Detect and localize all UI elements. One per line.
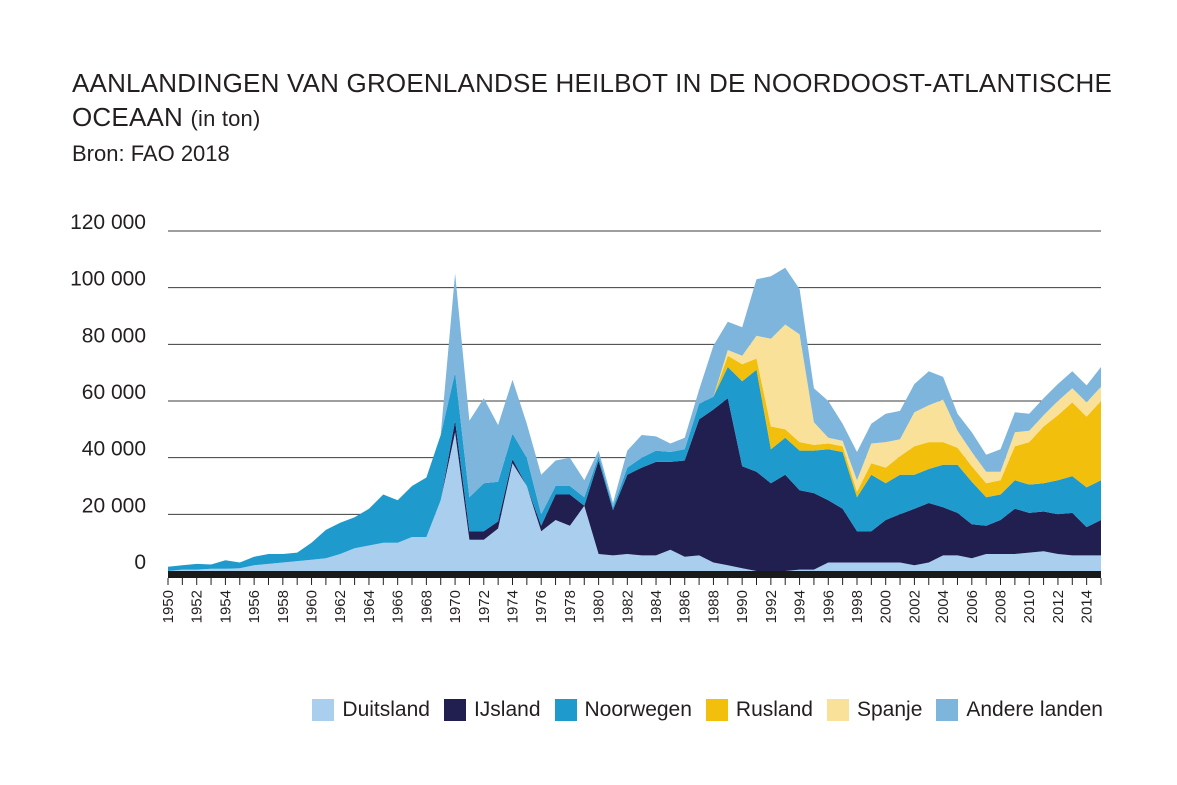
area-noorwegen [168,367,1101,571]
legend-item-andere-landen: Andere landen [936,698,1103,722]
x-tick-label: 1952 [189,590,206,623]
x-tick-label: 2012 [1050,590,1067,623]
x-tick-label: 1954 [217,590,234,623]
x-tick-label: 1964 [361,590,378,623]
x-tick-label: 1998 [849,590,866,623]
legend-label: Spanje [856,698,923,721]
legend-item-rusland: Rusland [705,698,813,722]
legend-item-duitsland: Duitsland [312,698,430,722]
y-tick-label: 80 000 [82,324,146,347]
x-tick-label: 1982 [619,590,636,623]
area-layers [168,267,1101,571]
y-tick-label: 0 [134,551,146,574]
chart-title-unit: (in ton) [190,106,261,131]
x-tick-label: 1970 [447,590,464,623]
x-tick-label: 1972 [476,590,493,623]
x-tick-label: 1950 [160,590,177,623]
x-tick-label: 1968 [418,590,435,623]
x-tick-label: 2008 [993,590,1010,623]
x-tick-label: 1958 [275,590,292,623]
x-tick-label: 2014 [1079,590,1096,623]
x-tick-label: 1980 [591,590,608,623]
x-tick-label: 1960 [304,590,321,623]
area-ijsland [168,398,1101,571]
x-tick-label: 1986 [677,590,694,623]
x-tick-label: 2000 [878,590,895,623]
x-tick-label: 1984 [648,590,665,623]
x-tick-label: 2004 [935,590,952,623]
legend-swatch [826,699,849,721]
x-tick-label: 1974 [504,590,521,623]
y-tick-label: 60 000 [82,381,146,404]
chart-title-main: AANLANDINGEN VAN GROENLANDSE HEILBOT IN … [72,68,1112,132]
chart-title: AANLANDINGEN VAN GROENLANDSE HEILBOT IN … [72,66,1152,136]
x-tick-label: 1978 [562,590,579,623]
legend-swatch [443,699,466,721]
y-axis-ticks: 0 20 000 40 000 60 000 80 000 100 000 120 000 [70,211,146,574]
legend-label: IJsland [473,698,541,721]
x-tick-label: 1990 [734,590,751,623]
legend-item-spanje: Spanje [826,698,923,722]
x-tick-label: 1988 [705,590,722,623]
x-tick-label: 1976 [533,590,550,623]
legend-item-ijsland: IJsland [443,698,541,722]
legend-swatch [554,699,577,721]
area-duitsland [168,432,1101,571]
legend-item-noorwegen: Noorwegen [554,698,692,722]
x-tick-label: 2006 [964,590,981,623]
legend-swatch [936,699,959,721]
legend-label: Andere landen [966,698,1103,721]
legend: Duitsland IJsland Noorwegen Rusland Span… [298,698,1103,722]
legend-swatch [705,699,728,721]
x-axis-baseline [168,571,1101,578]
x-axis-ticks: 1950 1952 1954 1956 1958 1960 1962 1964 1966 1968… [160,578,1102,623]
x-tick-label: 1992 [763,590,780,623]
y-tick-label: 100 000 [70,268,146,291]
x-tick-label: 1994 [792,590,809,623]
x-tick-label: 1956 [246,590,263,623]
x-tick-label: 1996 [820,590,837,623]
x-tick-label: 1962 [332,590,349,623]
x-tick-label: 2002 [906,590,923,623]
x-tick-label: 2010 [1021,590,1038,623]
area-rusland [168,355,1101,567]
y-tick-label: 20 000 [82,494,146,517]
legend-label: Noorwegen [584,698,692,721]
legend-swatch [312,699,335,721]
legend-label: Rusland [735,698,813,721]
y-tick-label: 120 000 [70,211,146,234]
area-spanje [168,324,1101,567]
y-tick-label: 40 000 [82,438,146,461]
legend-label: Duitsland [342,698,430,721]
chart-source: Bron: FAO 2018 [72,141,230,166]
x-tick-label: 1966 [390,590,407,623]
